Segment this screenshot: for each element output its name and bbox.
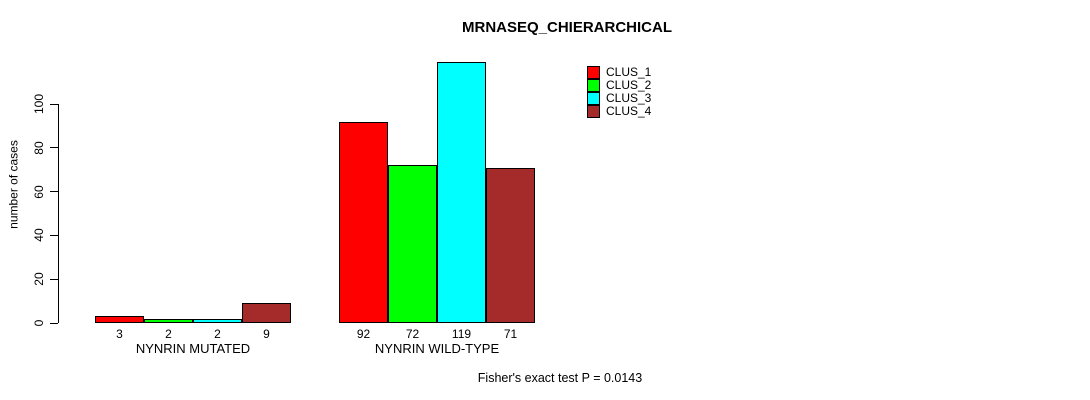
bar-clus_2	[388, 165, 437, 323]
legend-label: CLUS_1	[606, 65, 652, 79]
y-axis-tick	[50, 234, 58, 236]
legend-label: CLUS_3	[606, 91, 652, 105]
bar-value-label: 92	[356, 327, 371, 341]
y-axis-title: number of cases	[6, 140, 21, 229]
legend-swatch	[587, 79, 600, 92]
bar-clus_3	[437, 62, 486, 323]
legend-label: CLUS_2	[606, 78, 652, 92]
y-axis-tick-label: 0	[32, 319, 46, 327]
bar-clus_4	[242, 303, 291, 323]
legend-item: CLUS_2	[587, 79, 651, 92]
y-axis-line	[58, 104, 59, 323]
legend: CLUS_1 CLUS_2 CLUS_3 CLUS_4	[587, 66, 651, 118]
bar-clus_1	[339, 121, 388, 323]
bar-clus_2	[144, 318, 193, 323]
legend-label: CLUS_4	[606, 104, 652, 118]
y-axis-tick-label: 100	[32, 93, 46, 115]
y-axis-tick-label: 20	[32, 272, 46, 286]
bar-value-label: 119	[451, 327, 472, 341]
legend-swatch	[587, 92, 600, 105]
group-label: NYNRIN MUTATED	[135, 341, 251, 356]
bar-value-label: 71	[503, 327, 518, 341]
legend-swatch	[587, 66, 600, 79]
chart-title: MRNASEQ_CHIERARCHICAL	[461, 19, 673, 36]
y-axis-tick-label: 80	[32, 141, 46, 155]
group-label: NYNRIN WILD-TYPE	[374, 341, 500, 356]
y-axis-tick-label: 60	[32, 184, 46, 199]
bar-value-label: 2	[165, 327, 172, 341]
y-axis-tick	[50, 278, 58, 280]
y-axis-tick	[50, 103, 58, 105]
bar-value-label: 9	[263, 327, 270, 341]
bar-clus_1	[95, 316, 144, 323]
bar-clus_4	[486, 167, 535, 323]
y-axis-tick	[50, 147, 58, 149]
y-axis-tick	[50, 322, 58, 324]
legend-item: CLUS_1	[587, 66, 651, 79]
y-axis-tick-label: 40	[32, 228, 46, 243]
legend-item: CLUS_4	[587, 105, 651, 118]
footnote-text: Fisher's exact test P = 0.0143	[477, 371, 643, 385]
legend-swatch	[587, 105, 600, 118]
legend-item: CLUS_3	[587, 92, 651, 105]
bar-value-label: 3	[116, 327, 123, 341]
bar-clus_3	[193, 318, 242, 323]
y-axis-tick	[50, 191, 58, 193]
bar-value-label: 72	[405, 327, 420, 341]
bar-value-label: 2	[214, 327, 221, 341]
